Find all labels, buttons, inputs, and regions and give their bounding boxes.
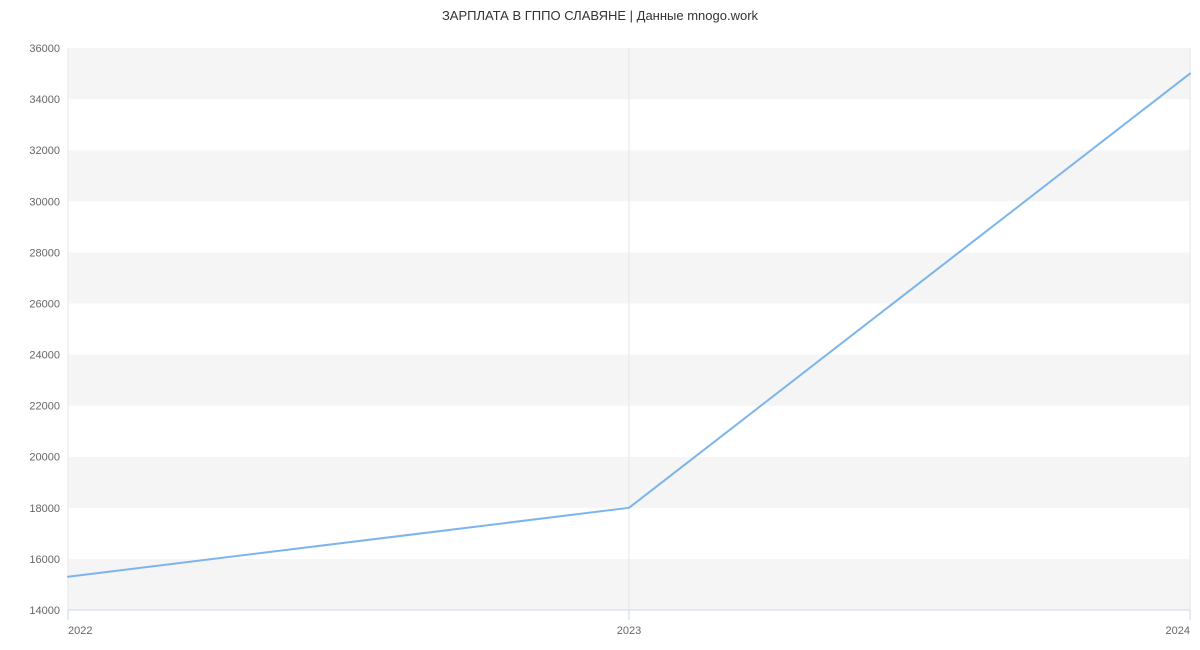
x-tick-label: 2023 <box>617 625 641 637</box>
y-tick-label: 30000 <box>29 196 60 208</box>
x-tick-label: 2024 <box>1166 625 1190 637</box>
y-tick-label: 16000 <box>29 554 60 566</box>
y-tick-label: 32000 <box>29 145 60 157</box>
y-tick-label: 14000 <box>29 605 60 617</box>
chart-title: ЗАРПЛАТА В ГППО СЛАВЯНЕ | Данные mnogo.w… <box>0 8 1200 23</box>
y-tick-label: 18000 <box>29 503 60 515</box>
chart-svg: 2022 2023 2024 14000 16000 18000 20000 22000 240… <box>0 0 1200 650</box>
y-tick-label: 34000 <box>29 94 60 106</box>
y-tick-label: 28000 <box>29 247 60 259</box>
y-tick-label: 36000 <box>29 43 60 55</box>
y-tick-label: 26000 <box>29 298 60 310</box>
y-tick-label: 22000 <box>29 401 60 413</box>
y-tick-label: 24000 <box>29 350 60 362</box>
salary-chart: ЗАРПЛАТА В ГППО СЛАВЯНЕ | Данные mnogo.w… <box>0 0 1200 650</box>
y-tick-label: 20000 <box>29 452 60 464</box>
x-tick-label: 2022 <box>68 625 92 637</box>
